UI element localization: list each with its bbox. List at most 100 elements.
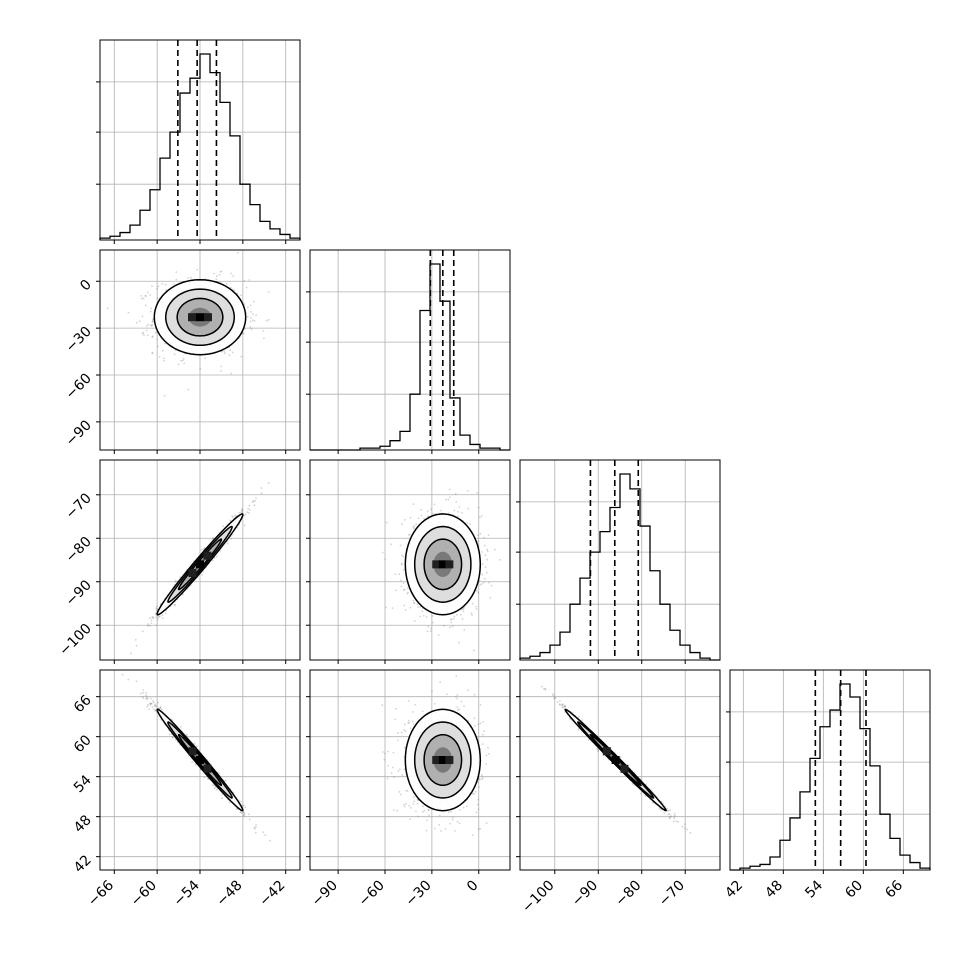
sample-point bbox=[173, 353, 176, 355]
sample-point bbox=[423, 809, 426, 812]
sample-point bbox=[400, 562, 403, 565]
sample-point bbox=[244, 327, 246, 330]
sample-point bbox=[394, 718, 397, 721]
sample-point bbox=[212, 537, 215, 540]
sample-point bbox=[243, 279, 246, 282]
sample-point bbox=[199, 367, 202, 370]
sample-point bbox=[412, 503, 415, 505]
sample-point bbox=[149, 310, 152, 313]
sample-point bbox=[425, 829, 428, 832]
sample-point bbox=[249, 317, 252, 319]
sample-point bbox=[211, 784, 214, 786]
sample-point bbox=[421, 610, 424, 613]
sample-point bbox=[381, 551, 384, 554]
sample-point bbox=[134, 638, 137, 641]
sample-point bbox=[161, 349, 164, 352]
sample-point bbox=[408, 805, 411, 807]
sample-point bbox=[243, 524, 246, 527]
sample-point bbox=[253, 828, 256, 830]
sample-point bbox=[246, 315, 249, 318]
sample-point bbox=[155, 616, 158, 619]
sample-point bbox=[481, 563, 484, 565]
sample-point bbox=[416, 802, 419, 805]
sample-point bbox=[402, 568, 405, 571]
sample-point bbox=[476, 540, 479, 543]
sample-point bbox=[456, 697, 458, 700]
sample-point bbox=[462, 608, 465, 610]
sample-point bbox=[481, 573, 484, 576]
density-peak-0-1-1 bbox=[196, 313, 204, 322]
sample-point bbox=[248, 279, 251, 281]
sample-point bbox=[142, 689, 145, 691]
sample-point bbox=[164, 612, 167, 615]
sample-point bbox=[386, 777, 389, 780]
sample-point bbox=[461, 512, 463, 514]
sample-point bbox=[498, 558, 501, 561]
sample-point bbox=[164, 283, 167, 286]
sample-point bbox=[150, 324, 152, 327]
sample-point bbox=[475, 607, 478, 610]
sample-point bbox=[229, 519, 232, 522]
sample-point bbox=[140, 297, 143, 300]
sample-point bbox=[488, 752, 490, 755]
sample-point bbox=[417, 606, 420, 608]
sample-point bbox=[477, 591, 480, 594]
sample-point bbox=[403, 768, 406, 771]
sample-point bbox=[431, 690, 433, 693]
sample-point bbox=[458, 641, 461, 644]
sample-point bbox=[477, 798, 480, 801]
sample-point bbox=[145, 697, 147, 700]
sample-point bbox=[445, 498, 447, 501]
sample-point bbox=[195, 745, 198, 748]
sample-point bbox=[461, 617, 464, 620]
sample-point bbox=[400, 585, 403, 588]
sample-point bbox=[406, 592, 409, 595]
sample-point bbox=[146, 697, 149, 699]
sample-point bbox=[196, 268, 199, 271]
sample-point bbox=[412, 723, 415, 726]
sample-point bbox=[155, 624, 158, 627]
sample-point bbox=[179, 576, 182, 578]
sample-point bbox=[438, 823, 441, 826]
sample-point bbox=[477, 786, 480, 788]
sample-point bbox=[467, 507, 470, 510]
sample-point bbox=[154, 705, 157, 708]
sample-point bbox=[248, 509, 251, 511]
sample-point bbox=[221, 793, 224, 796]
sample-point bbox=[180, 360, 183, 362]
sample-point bbox=[158, 355, 161, 358]
sample-point bbox=[480, 514, 483, 517]
sample-point bbox=[413, 800, 416, 803]
sample-point bbox=[185, 733, 188, 736]
sample-point bbox=[145, 295, 148, 297]
density-peak-1-2-2 bbox=[445, 560, 454, 569]
sample-point bbox=[416, 603, 419, 606]
sample-point bbox=[154, 613, 157, 616]
sample-point bbox=[483, 536, 485, 539]
sample-point bbox=[157, 345, 159, 348]
sample-point bbox=[475, 590, 478, 592]
sample-point bbox=[393, 776, 395, 778]
sample-point bbox=[399, 579, 402, 582]
sample-point bbox=[479, 722, 482, 725]
sample-point bbox=[406, 790, 409, 792]
sample-point bbox=[224, 779, 227, 782]
sample-point bbox=[155, 607, 158, 610]
sample-point bbox=[403, 604, 406, 607]
sample-point bbox=[150, 307, 152, 310]
sample-point bbox=[430, 508, 432, 511]
sample-point bbox=[156, 288, 158, 290]
sample-point bbox=[404, 746, 406, 749]
sample-point bbox=[263, 337, 265, 340]
sample-point bbox=[398, 573, 401, 576]
sample-point bbox=[403, 589, 405, 591]
sample-point bbox=[387, 764, 389, 767]
sample-point bbox=[242, 814, 245, 816]
sample-point bbox=[474, 724, 476, 727]
sample-point bbox=[466, 522, 469, 524]
hist-3-steps bbox=[730, 683, 931, 871]
sample-point bbox=[242, 332, 244, 335]
sample-point bbox=[238, 511, 241, 514]
sample-point bbox=[267, 482, 270, 484]
sample-point bbox=[450, 810, 452, 813]
